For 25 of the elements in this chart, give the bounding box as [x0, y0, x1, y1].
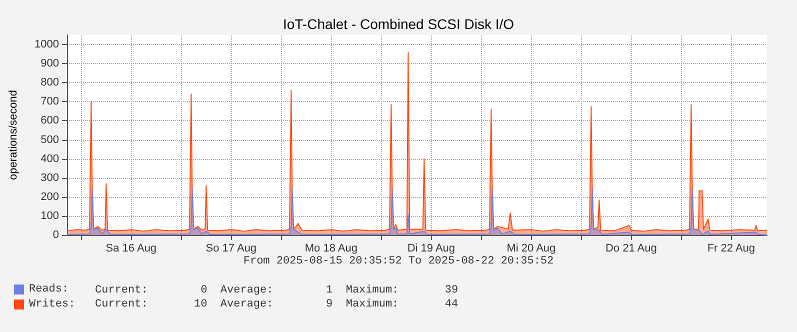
y-tick-label: 800	[40, 76, 59, 89]
x-tick-label: Sa 16 Aug	[106, 242, 157, 254]
text: Current: 0 Average: 1 Maximum: 39	[95, 284, 458, 296]
x-tick-label: Do 21 Aug	[605, 242, 657, 254]
x-tick-label: Fr 22 Aug	[707, 242, 756, 254]
y-tick-label: 500	[40, 134, 59, 146]
y-axis-title: operations/second	[8, 90, 20, 180]
text: Current: 10 Average: 9 Maximum: 44	[95, 298, 458, 310]
y-tick-label: 700	[40, 96, 59, 108]
y-tick-label: 600	[40, 114, 59, 127]
y-tick-label: 1000	[34, 38, 59, 51]
x-tick-label: Mo 18 Aug	[304, 242, 358, 254]
y-tick-label: 300	[40, 172, 59, 184]
x-tick-label: So 17 Aug	[206, 242, 257, 254]
x-tick-label: Di 19 Aug	[407, 242, 456, 254]
y-tick-label: 100	[40, 210, 59, 222]
y-tick-label: 200	[40, 190, 59, 203]
y-tick-label: 0	[52, 229, 59, 241]
text: From 2025-08-15 20:35:52 To 2025-08-22 20:35:52	[243, 256, 554, 268]
x-tick-label: Mi 20 Aug	[506, 242, 556, 254]
y-tick-label: 400	[40, 152, 59, 165]
chart-title: IoT-Chalet - Combined SCSI Disk I/O	[282, 16, 514, 32]
legend-label: Writes:	[29, 298, 76, 310]
legend-label: Reads:	[29, 284, 69, 296]
y-tick-label: 900	[40, 58, 59, 70]
